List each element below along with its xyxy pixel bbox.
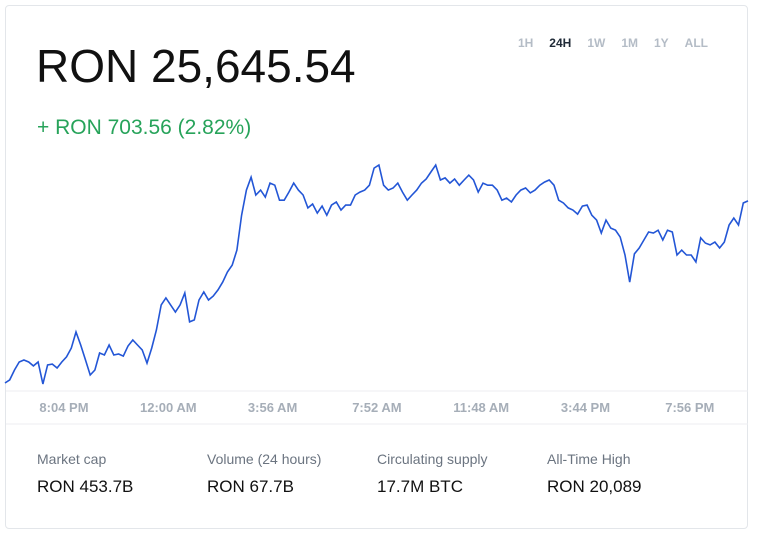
stat-label: Volume (24 hours): [207, 451, 321, 467]
stat-label: Market cap: [37, 451, 106, 467]
card: [5, 5, 748, 529]
x-tick-label: 8:04 PM: [39, 400, 88, 415]
x-tick-label: 3:56 AM: [248, 400, 297, 415]
price-line: [4, 163, 749, 385]
stat-value: RON 453.7B: [37, 477, 133, 496]
stat-value: RON 20,089: [547, 477, 642, 496]
x-tick-label: 11:48 AM: [453, 400, 509, 415]
x-tick-label: 7:56 PM: [665, 400, 714, 415]
range-button[interactable]: ALL: [685, 36, 708, 50]
price-change: + RON 703.56 (2.82%): [37, 116, 251, 139]
range-button[interactable]: 1M: [621, 36, 638, 50]
range-button[interactable]: 24H: [549, 36, 571, 50]
stat-label: Circulating supply: [377, 451, 488, 467]
range-button[interactable]: 1H: [518, 36, 533, 50]
x-tick-label: 7:52 AM: [352, 400, 401, 415]
x-tick-label: 3:44 PM: [561, 400, 610, 415]
stat-value: RON 67.7B: [207, 477, 294, 496]
range-button[interactable]: 1Y: [654, 36, 669, 50]
x-tick-label: 12:00 AM: [140, 400, 197, 415]
stat-label: All-Time High: [547, 451, 631, 467]
price: RON 25,645.54: [36, 40, 356, 92]
range-button[interactable]: 1W: [587, 36, 606, 50]
stat-value: 17.7M BTC: [377, 477, 463, 496]
